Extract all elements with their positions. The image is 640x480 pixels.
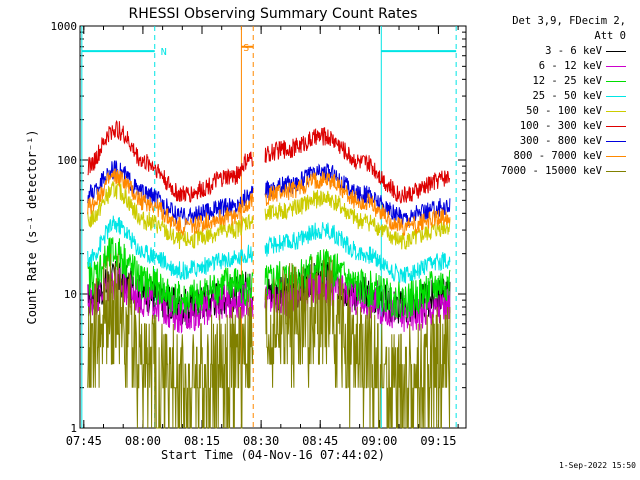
series-line-25-50-kev [87, 215, 254, 281]
legend-entry: 50 - 100 keV [478, 104, 628, 119]
legend-swatch [606, 156, 626, 157]
x-tick-label: 08:15 [184, 434, 220, 448]
legend-entry: 800 - 7000 keV [478, 149, 628, 164]
x-tick-label: 09:15 [420, 434, 456, 448]
legend-label: 3 - 6 keV [545, 45, 602, 57]
legend-swatch [606, 111, 626, 112]
legend-swatch [606, 126, 626, 127]
legend-entry: 12 - 25 keV [478, 74, 628, 89]
chart-legend: Det 3,9, FDecim 2, Att 0 3 - 6 keV 6 - 12… [478, 14, 628, 179]
legend-header-line-2: Att 0 [594, 30, 626, 42]
series-line-25-50-kev [264, 222, 451, 284]
legend-label: 50 - 100 keV [526, 105, 602, 117]
series-line-800-7000-kev [87, 168, 254, 236]
x-tick-label: 08:45 [302, 434, 338, 448]
legend-label: 800 - 7000 keV [513, 150, 602, 162]
y-tick-label: 10 [64, 288, 77, 301]
series-line-800-7000-kev [264, 171, 451, 236]
y-tick-label: 1 [70, 422, 77, 435]
series-line-12-25-kev [87, 237, 254, 316]
series-line-100-300-kev [87, 120, 253, 203]
legend-entry: 3 - 6 keV [478, 44, 628, 59]
legend-label: 300 - 800 keV [519, 135, 602, 147]
x-tick-label: 08:30 [243, 434, 279, 448]
x-axis-label: Start Time (04-Nov-16 07:44:02) [161, 448, 385, 462]
series-line-50-100-kev [87, 181, 254, 250]
series-line-7000-15000-kev [87, 253, 254, 429]
legend-entry: 25 - 50 keV [478, 89, 628, 104]
marker-label: N [161, 47, 167, 58]
legend-label: 6 - 12 keV [538, 60, 602, 72]
series-line-300-800-kev [264, 163, 451, 227]
legend-swatch [606, 96, 626, 97]
legend-entry: 300 - 800 keV [478, 134, 628, 149]
legend-label: 25 - 50 keV [532, 90, 602, 102]
legend-entry: 100 - 300 keV [478, 119, 628, 134]
x-tick-label: 08:00 [125, 434, 161, 448]
plot-frame [79, 25, 467, 429]
marker-label: S [243, 43, 249, 54]
legend-header-line-1: Det 3,9, FDecim 2, [512, 15, 626, 27]
chart-title: RHESSI Observing Summary Count Rates [129, 6, 418, 22]
legend-swatch [606, 66, 626, 67]
y-tick-label: 100 [57, 154, 77, 167]
legend-label: 100 - 300 keV [519, 120, 602, 132]
legend-swatch [606, 171, 626, 172]
x-tick-label: 07:45 [66, 434, 102, 448]
legend-label: 7000 - 15000 keV [500, 165, 602, 177]
x-tick-label: 09:00 [361, 434, 397, 448]
y-tick-label: 1000 [51, 20, 78, 33]
generation-timestamp: 1-Sep-2022 15:50 [558, 461, 636, 470]
legend-swatch [606, 51, 626, 52]
legend-entry: 7000 - 15000 keV [478, 164, 628, 179]
legend-entry: 6 - 12 keV [478, 59, 628, 74]
legend-swatch [606, 141, 626, 142]
legend-label: 12 - 25 keV [532, 75, 602, 87]
legend-swatch [606, 81, 626, 82]
series-line-7000-15000-kev [264, 256, 451, 429]
y-axis-label: Count Rate (s⁻¹ detector⁻¹) [25, 129, 39, 324]
series-line-100-300-kev [264, 127, 451, 204]
